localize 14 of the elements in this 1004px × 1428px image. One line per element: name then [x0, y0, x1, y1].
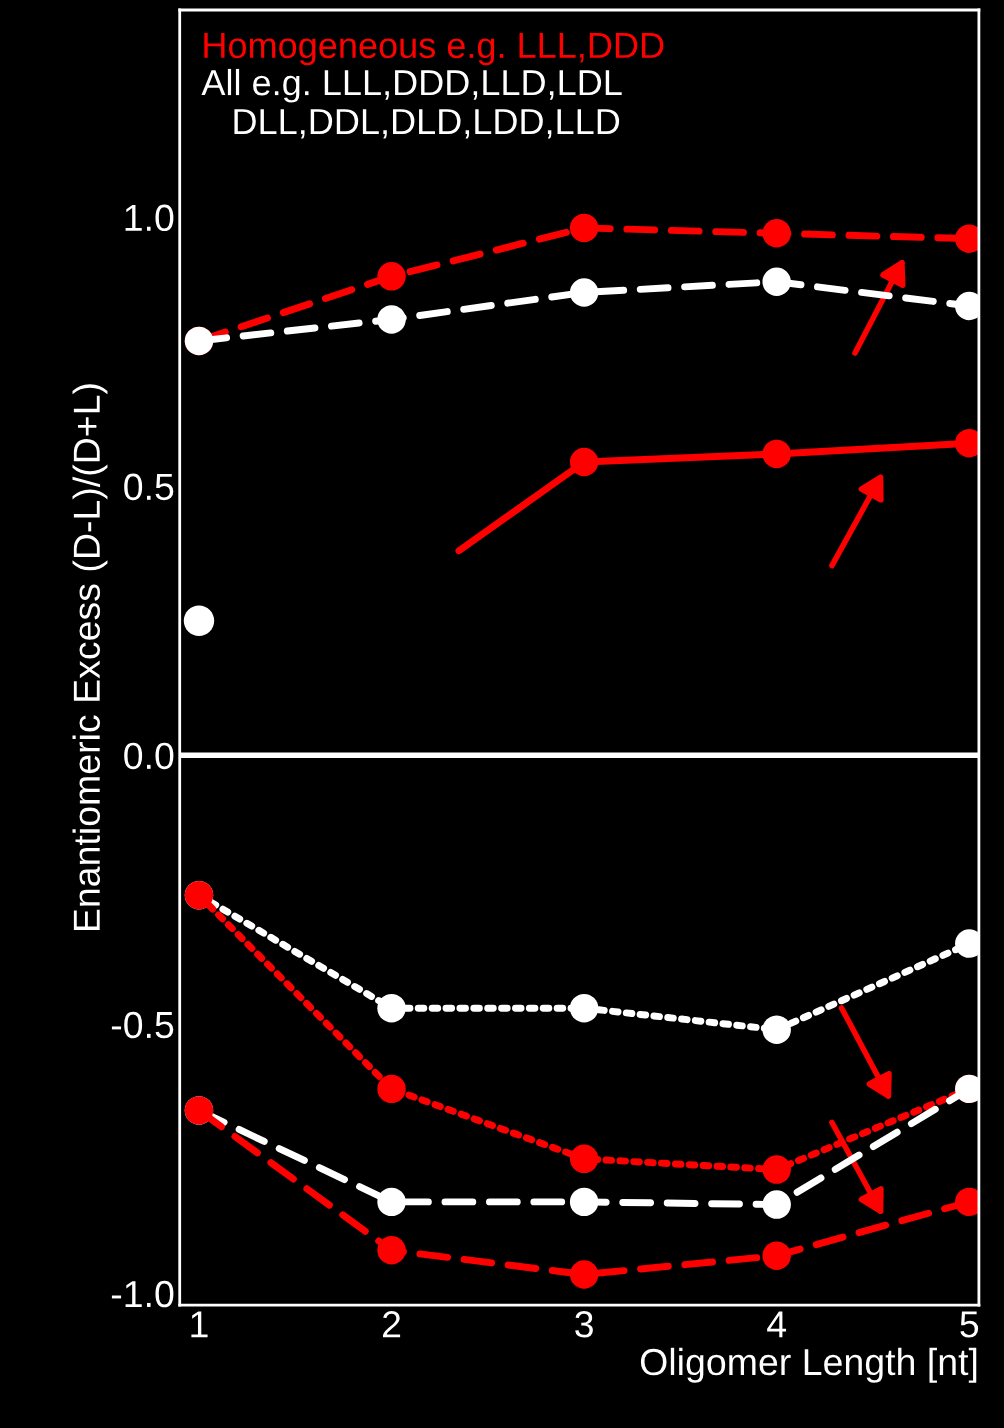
x-tick-label: 4 [767, 1311, 787, 1338]
x-axis-title: Oligomer Length [nt] [640, 1347, 977, 1383]
text: Homogeneous e.g. LLL,DDD [204, 32, 664, 66]
y-tick-label: 1.0 [125, 204, 174, 232]
y-axis-title: Enantiomeric Excess (D-L)/(D+L) [72, 384, 108, 931]
x-tick-label: 3 [575, 1311, 593, 1338]
x-tick-label: 5 [960, 1311, 979, 1338]
y-tick-label: 0.5 [124, 473, 174, 501]
y-tick-label: -1.0 [111, 1280, 174, 1308]
y-tick-label: 0.0 [124, 742, 174, 770]
text: All e.g. LLL,DDD,LLD,LDL DLL,DDL,DLD,LDD,LLD [201, 68, 622, 139]
y-tick-label: -0.5 [111, 1011, 174, 1039]
x-tick-label: 1 [191, 1311, 208, 1338]
x-tick-label: 2 [383, 1311, 401, 1338]
